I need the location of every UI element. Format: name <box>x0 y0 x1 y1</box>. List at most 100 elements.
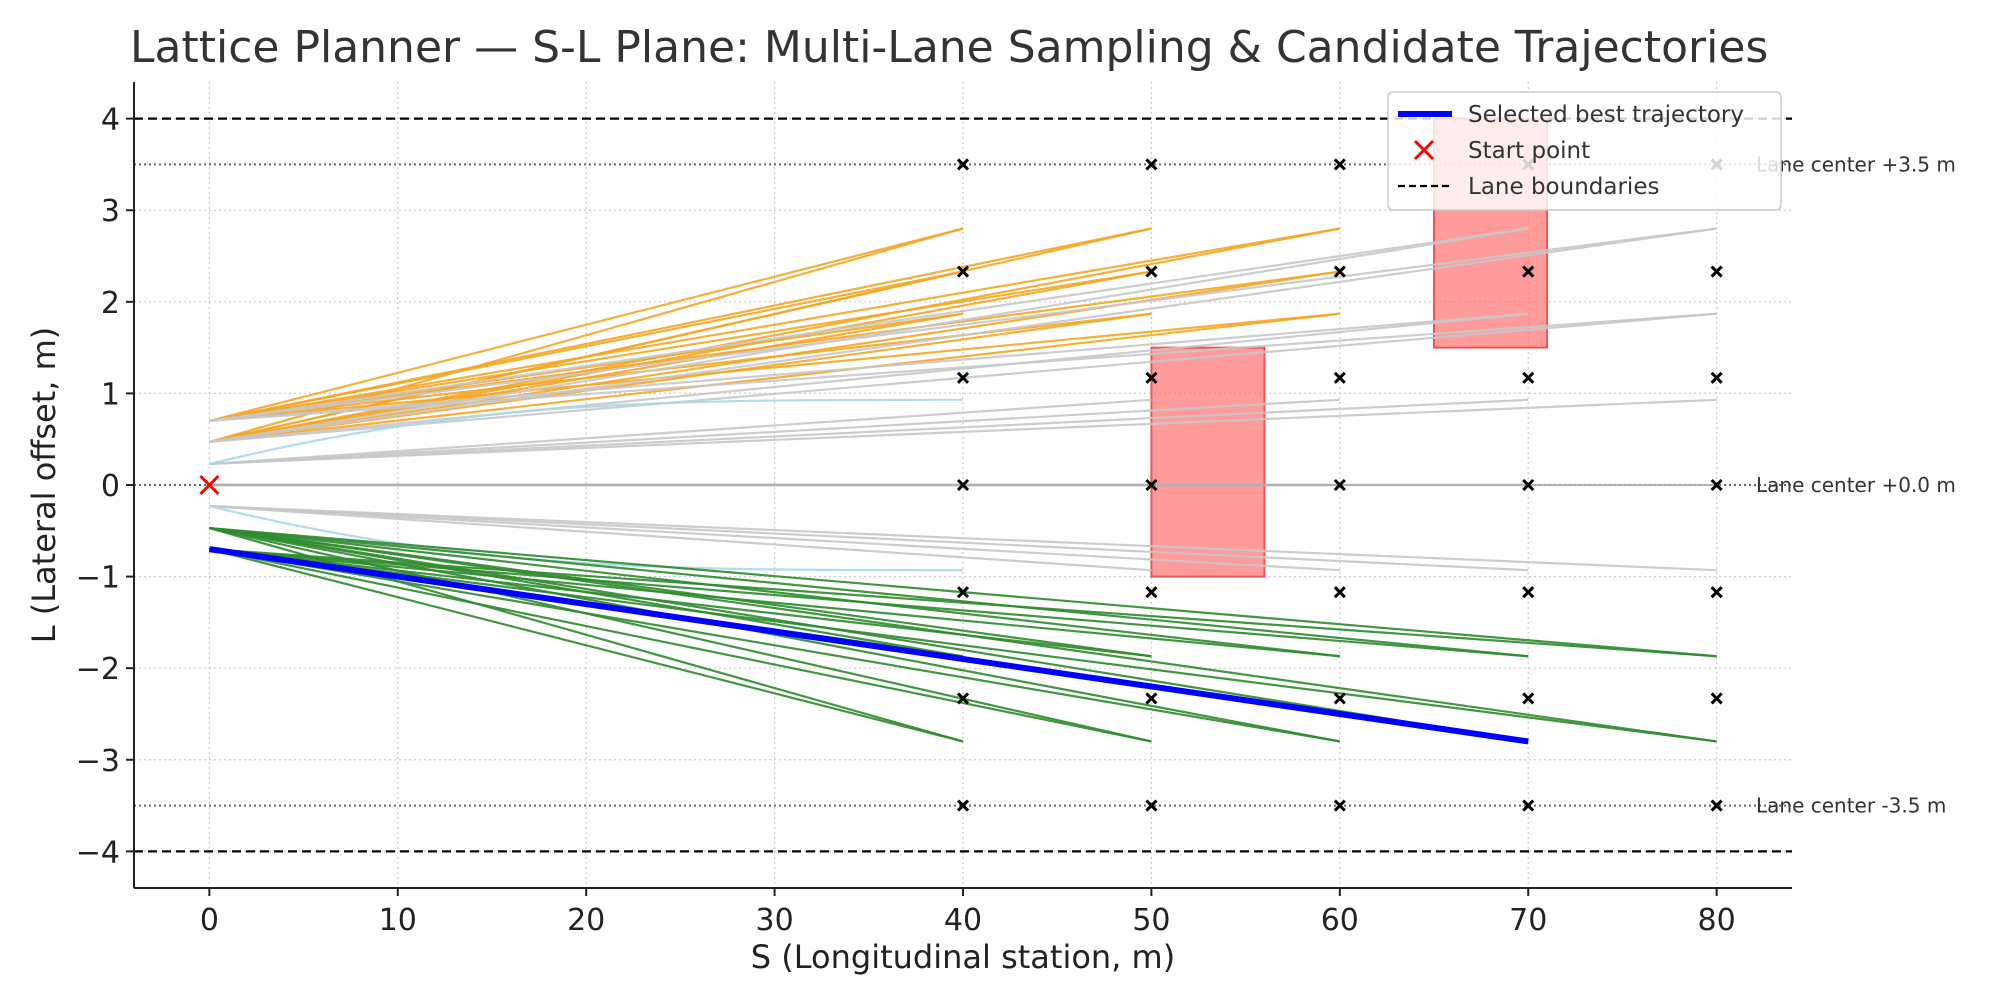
candidate-trajectories <box>209 227 1717 743</box>
sample-point-stroke <box>1710 265 1723 278</box>
sample-point <box>1522 692 1535 705</box>
candidate-trajectory <box>209 227 1717 422</box>
legend-label: Lane boundaries <box>1468 174 1659 200</box>
x-tick-label: 30 <box>755 903 793 938</box>
lane-center-label: Lane center +3.5 m <box>1756 152 1956 176</box>
sample-point <box>1710 799 1723 812</box>
candidate-trajectory <box>209 504 1717 572</box>
candidate-trajectory <box>209 398 1340 466</box>
sample-point-stroke <box>1145 371 1158 384</box>
candidate-trajectory <box>209 504 1152 572</box>
candidate-trajectory <box>209 227 1717 444</box>
candidate-trajectory <box>209 548 1717 743</box>
best-trajectory-layer <box>208 546 1529 745</box>
sample-point-stroke <box>1710 799 1723 812</box>
sample-point <box>1145 265 1158 278</box>
lane-center-label: Lane center -3.5 m <box>1756 794 1946 818</box>
candidate-trajectory <box>209 548 1529 658</box>
candidate-trajectory <box>209 526 1340 658</box>
y-axis-label: L (Lateral offset, m) <box>25 327 63 644</box>
candidate-trajectory <box>209 504 1529 572</box>
start-point-stroke <box>199 474 220 496</box>
sample-point <box>1145 586 1158 599</box>
sample-point-stroke <box>1333 371 1346 384</box>
candidate-trajectory <box>209 312 1717 422</box>
candidate-trajectory <box>209 312 1152 422</box>
sample-point <box>1333 799 1346 812</box>
sample-point <box>1710 371 1723 384</box>
sample-point <box>1710 265 1723 278</box>
start-point-layer <box>199 474 220 496</box>
sample-point-stroke <box>1333 265 1346 278</box>
candidate-trajectory <box>209 526 1529 743</box>
sample-point <box>1333 692 1346 705</box>
candidate-trajectory <box>209 548 1152 743</box>
sample-point <box>1145 692 1158 705</box>
sample-point <box>1145 371 1158 384</box>
candidate-trajectory <box>209 548 1341 743</box>
y-tick-label: −4 <box>76 835 120 870</box>
candidate-trajectory <box>209 227 1152 444</box>
sample-point <box>1522 371 1535 384</box>
sample-point <box>1145 799 1158 812</box>
candidate-trajectory <box>209 227 1529 422</box>
y-tick-label: −3 <box>76 744 120 779</box>
start-point <box>199 474 220 496</box>
candidate-trajectory <box>209 504 1340 572</box>
candidate-trajectory <box>209 398 1529 466</box>
sample-point-stroke <box>1710 371 1723 384</box>
candidate-trajectory <box>209 270 1152 444</box>
x-tick-label: 80 <box>1698 903 1736 938</box>
x-tick-label: 60 <box>1321 903 1359 938</box>
sample-point <box>956 799 970 812</box>
sample-point-stroke <box>956 158 970 171</box>
sample-point-stroke <box>956 478 970 492</box>
sample-point-stroke <box>1710 478 1723 492</box>
x-tick-label: 70 <box>1509 903 1547 938</box>
sample-point-stroke <box>1522 692 1535 705</box>
sample-point-stroke <box>1522 586 1535 599</box>
y-tick-label: −2 <box>76 652 120 687</box>
sample-point <box>1333 478 1346 492</box>
sample-point-stroke <box>1145 265 1158 278</box>
sample-point-stroke <box>1333 692 1346 705</box>
sample-point <box>956 478 970 492</box>
sample-point <box>1522 478 1535 492</box>
candidate-trajectory <box>209 312 1340 422</box>
sample-point-stroke <box>1710 692 1723 705</box>
sample-point <box>1333 586 1346 599</box>
candidate-trajectory <box>209 227 1529 444</box>
legend: Selected best trajectory Start point Lane … <box>1387 91 1782 211</box>
x-tick-label: 10 <box>379 903 417 938</box>
x-tick-label: 50 <box>1132 903 1170 938</box>
candidate-trajectory <box>209 504 964 572</box>
sample-point-stroke <box>1522 478 1535 492</box>
sample-point <box>956 692 970 705</box>
x-tick-label: 0 <box>200 903 219 938</box>
candidate-trajectory <box>209 398 1717 466</box>
sample-point <box>1710 478 1723 492</box>
candidate-trajectory <box>209 312 1529 444</box>
candidate-trajectory <box>209 548 964 743</box>
candidate-trajectory <box>209 270 1152 422</box>
x-tick-label: 40 <box>944 903 982 938</box>
sample-point <box>1710 692 1723 705</box>
sample-point-stroke <box>956 265 970 278</box>
lane-center-label: Lane center +0.0 m <box>1756 473 1956 497</box>
sample-point <box>1522 799 1535 812</box>
y-tick-label: 0 <box>101 469 120 504</box>
x-axis-label: S (Longitudinal station, m) <box>751 938 1175 976</box>
sample-point <box>1522 586 1535 599</box>
candidate-trajectory <box>209 398 1152 466</box>
y-tick-label: −1 <box>76 561 120 596</box>
sample-point-stroke <box>1522 265 1535 278</box>
obstacle-box <box>1150 346 1266 578</box>
sample-point-stroke <box>1145 586 1158 599</box>
candidate-trajectory <box>209 398 964 466</box>
sample-point-stroke <box>956 692 970 705</box>
sample-point-stroke <box>956 586 970 599</box>
sample-point-stroke <box>1145 158 1158 171</box>
sample-point <box>1333 158 1346 171</box>
